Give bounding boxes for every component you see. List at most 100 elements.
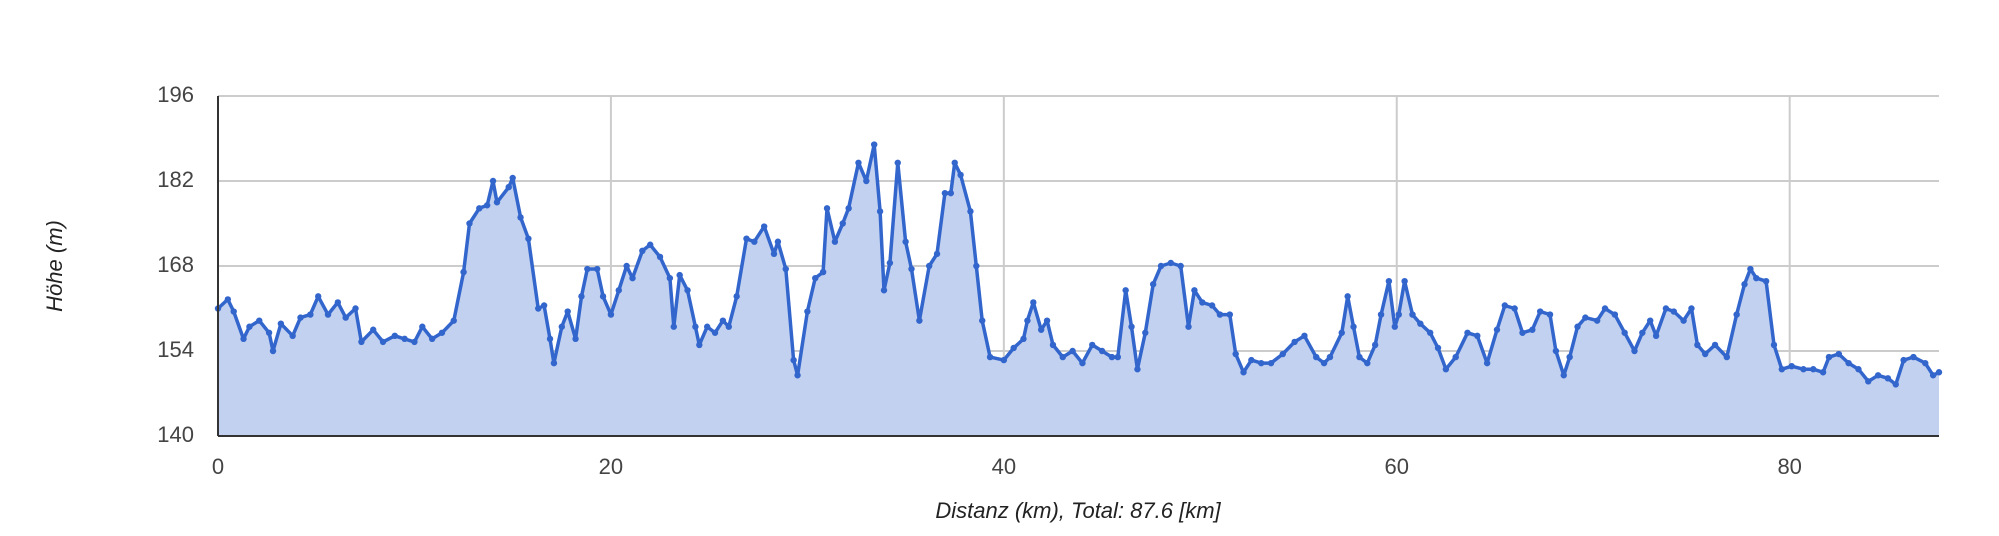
point bbox=[1631, 347, 1638, 355]
point bbox=[1248, 356, 1255, 364]
point bbox=[593, 265, 601, 273]
point bbox=[1574, 323, 1581, 330]
point bbox=[1874, 372, 1882, 379]
x-tick-label: 0 bbox=[212, 454, 224, 479]
point bbox=[719, 317, 727, 324]
point bbox=[1395, 311, 1402, 318]
point bbox=[1647, 317, 1654, 324]
point bbox=[476, 205, 483, 212]
point bbox=[1741, 281, 1748, 288]
point bbox=[1010, 344, 1017, 352]
point bbox=[1313, 353, 1320, 361]
point bbox=[1819, 369, 1827, 376]
point bbox=[1762, 277, 1770, 285]
point bbox=[774, 238, 782, 245]
point bbox=[1733, 311, 1740, 318]
point bbox=[639, 247, 646, 255]
point bbox=[1326, 353, 1334, 361]
point bbox=[1711, 341, 1719, 349]
point bbox=[629, 274, 636, 282]
point bbox=[1128, 323, 1135, 330]
point bbox=[1452, 353, 1459, 361]
point bbox=[1350, 323, 1357, 330]
point bbox=[957, 171, 964, 179]
point bbox=[623, 262, 630, 270]
point bbox=[1747, 265, 1754, 273]
point bbox=[696, 341, 703, 349]
point bbox=[751, 238, 758, 245]
point bbox=[1825, 353, 1833, 361]
point bbox=[1593, 317, 1601, 324]
point bbox=[550, 359, 558, 367]
point bbox=[1442, 366, 1450, 373]
point bbox=[1800, 366, 1807, 373]
point bbox=[370, 326, 377, 333]
point bbox=[947, 189, 955, 197]
point bbox=[876, 208, 884, 215]
point bbox=[460, 268, 467, 276]
y-tick-label: 182 bbox=[157, 167, 194, 192]
point bbox=[572, 335, 579, 343]
point bbox=[1049, 341, 1057, 349]
point bbox=[1258, 359, 1265, 367]
point bbox=[666, 274, 674, 282]
point bbox=[1177, 262, 1184, 270]
point bbox=[1267, 359, 1275, 367]
point bbox=[314, 293, 322, 300]
x-tick-label: 80 bbox=[1777, 454, 1801, 479]
point bbox=[804, 308, 811, 315]
point bbox=[1409, 311, 1416, 318]
point bbox=[1401, 277, 1408, 285]
point bbox=[1232, 350, 1239, 358]
point bbox=[1910, 353, 1917, 361]
point bbox=[812, 274, 819, 282]
point bbox=[1788, 362, 1795, 370]
point bbox=[1371, 341, 1379, 349]
point bbox=[307, 311, 314, 318]
point bbox=[863, 177, 870, 185]
point bbox=[1884, 375, 1892, 382]
point bbox=[1483, 359, 1491, 367]
point bbox=[1536, 308, 1544, 315]
point bbox=[1688, 305, 1695, 312]
point bbox=[1639, 329, 1646, 336]
point bbox=[411, 338, 418, 346]
point bbox=[379, 338, 387, 346]
point bbox=[1185, 323, 1192, 330]
point bbox=[1900, 356, 1907, 364]
point bbox=[703, 323, 711, 330]
point bbox=[1694, 341, 1701, 349]
point bbox=[489, 177, 497, 185]
point bbox=[297, 314, 304, 321]
point bbox=[986, 353, 994, 361]
point bbox=[1566, 353, 1573, 361]
point bbox=[1338, 329, 1345, 336]
point bbox=[886, 259, 894, 267]
point bbox=[505, 183, 512, 191]
point bbox=[1226, 311, 1233, 318]
point bbox=[1464, 329, 1471, 336]
point bbox=[438, 329, 446, 336]
point bbox=[466, 220, 473, 227]
point bbox=[419, 323, 426, 330]
point bbox=[1493, 326, 1501, 333]
point bbox=[1582, 314, 1589, 321]
point bbox=[1770, 341, 1778, 349]
x-axis-title: Distanz (km), Total: 87.6 [km] bbox=[935, 498, 1221, 523]
point bbox=[692, 323, 699, 330]
point bbox=[1723, 353, 1731, 361]
point bbox=[607, 311, 615, 318]
point bbox=[1611, 311, 1619, 318]
y-tick-label: 168 bbox=[157, 252, 194, 277]
point bbox=[1098, 347, 1106, 355]
point bbox=[1344, 293, 1351, 300]
point bbox=[525, 235, 532, 242]
point bbox=[902, 238, 909, 245]
y-tick-label: 140 bbox=[157, 422, 194, 447]
point bbox=[951, 159, 958, 166]
point bbox=[656, 253, 664, 261]
point bbox=[1291, 338, 1298, 346]
point bbox=[1810, 366, 1817, 373]
point bbox=[1778, 366, 1786, 373]
point bbox=[760, 223, 768, 230]
